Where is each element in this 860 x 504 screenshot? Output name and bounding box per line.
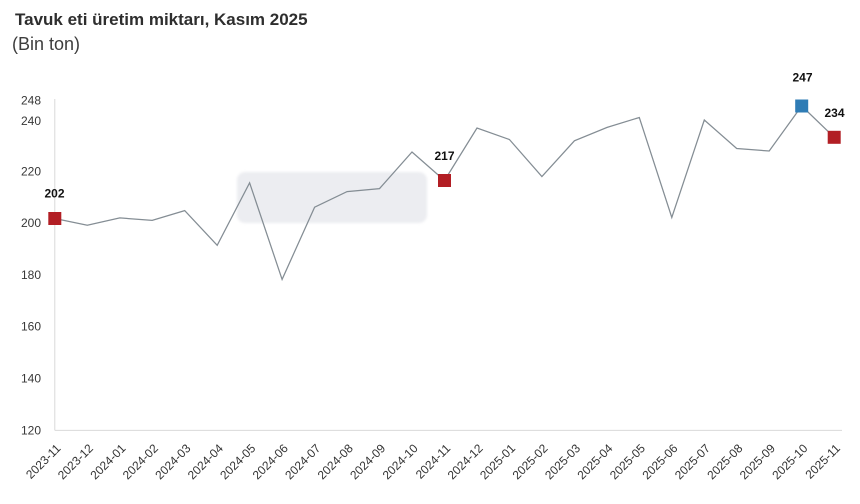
svg-text:2025-11: 2025-11: [803, 441, 844, 482]
svg-text:200: 200: [21, 216, 41, 230]
svg-text:120: 120: [21, 424, 41, 438]
svg-text:2025-10: 2025-10: [769, 441, 810, 482]
svg-text:140: 140: [21, 372, 41, 386]
svg-text:247: 247: [792, 71, 812, 85]
svg-text:202: 202: [44, 187, 64, 201]
svg-text:160: 160: [21, 320, 41, 334]
svg-text:234: 234: [824, 106, 844, 120]
svg-text:248: 248: [21, 94, 41, 108]
svg-text:180: 180: [21, 268, 41, 282]
svg-text:217: 217: [434, 149, 454, 163]
svg-text:240: 240: [21, 114, 41, 128]
svg-text:2024-10: 2024-10: [380, 441, 421, 482]
svg-text:220: 220: [21, 165, 41, 179]
